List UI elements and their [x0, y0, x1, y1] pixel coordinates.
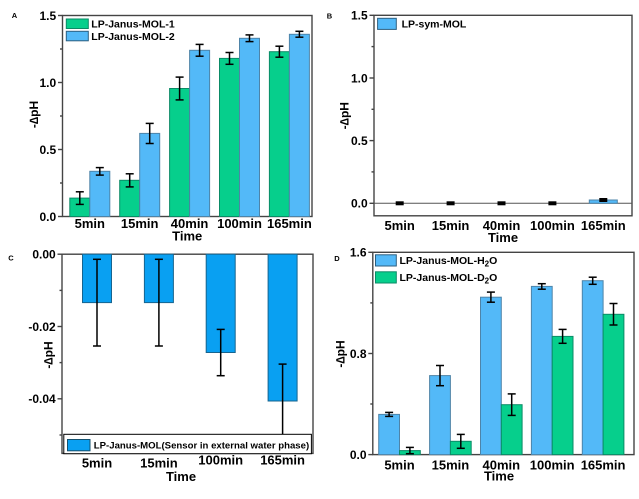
svg-text:-∆pH: -∆pH — [338, 102, 352, 129]
svg-text:165min: 165min — [581, 458, 626, 473]
svg-text:0.0: 0.0 — [351, 197, 368, 211]
svg-text:LP-Janus-MOL-1: LP-Janus-MOL-1 — [91, 19, 175, 31]
svg-text:1.0: 1.0 — [351, 71, 368, 85]
svg-text:B: B — [327, 12, 333, 21]
svg-text:5min: 5min — [384, 458, 414, 473]
svg-text:-∆pH: -∆pH — [334, 340, 348, 367]
svg-text:1.0: 1.0 — [40, 76, 57, 90]
svg-text:165min: 165min — [260, 452, 305, 467]
svg-text:-0.04: -0.04 — [28, 392, 56, 406]
svg-text:5min: 5min — [385, 218, 415, 233]
svg-text:1.5: 1.5 — [40, 9, 57, 23]
svg-text:100min: 100min — [530, 218, 575, 233]
svg-text:-∆pH: -∆pH — [42, 341, 56, 368]
svg-text:40min: 40min — [483, 458, 521, 473]
svg-text:15min: 15min — [432, 458, 470, 473]
svg-text:165min: 165min — [581, 218, 626, 233]
svg-text:40min: 40min — [483, 218, 521, 233]
svg-text:LP-Janus-MOL-D2O: LP-Janus-MOL-D2O — [400, 272, 498, 286]
svg-text:LP-Janus-MOL-H2O: LP-Janus-MOL-H2O — [400, 255, 498, 269]
svg-text:1.5: 1.5 — [351, 9, 368, 23]
svg-text:0.00: 0.00 — [32, 248, 56, 262]
svg-text:LP-sym-MOL: LP-sym-MOL — [402, 19, 467, 31]
svg-text:D: D — [334, 254, 340, 263]
svg-text:A: A — [12, 11, 18, 20]
svg-text:5min: 5min — [75, 216, 105, 231]
svg-text:100min: 100min — [198, 452, 243, 467]
svg-text:-0.02: -0.02 — [28, 320, 56, 334]
svg-text:Time: Time — [488, 230, 518, 245]
svg-text:165min: 165min — [267, 216, 312, 231]
svg-text:0.0: 0.0 — [350, 448, 367, 462]
svg-text:0.0: 0.0 — [40, 210, 57, 224]
svg-text:-∆pH: -∆pH — [27, 101, 41, 128]
svg-text:Time: Time — [166, 469, 196, 484]
svg-text:Time: Time — [484, 469, 514, 484]
svg-text:15min: 15min — [140, 456, 178, 471]
svg-text:5min: 5min — [82, 456, 112, 471]
svg-text:15min: 15min — [121, 216, 159, 231]
svg-text:0.5: 0.5 — [351, 134, 368, 148]
svg-text:100min: 100min — [530, 458, 575, 473]
svg-text:1.6: 1.6 — [350, 246, 367, 260]
svg-text:Time: Time — [172, 229, 202, 244]
svg-text:0.8: 0.8 — [350, 347, 367, 361]
svg-text:C: C — [8, 254, 14, 263]
svg-text:40min: 40min — [171, 216, 209, 231]
svg-text:15min: 15min — [432, 218, 470, 233]
svg-text:LP-Janus-MOL-2: LP-Janus-MOL-2 — [91, 31, 175, 43]
svg-text:LP-Janus-MOL(Sensor in externa: LP-Janus-MOL(Sensor in external water ph… — [94, 440, 309, 451]
svg-text:0.5: 0.5 — [40, 143, 57, 157]
svg-text:100min: 100min — [217, 216, 262, 231]
